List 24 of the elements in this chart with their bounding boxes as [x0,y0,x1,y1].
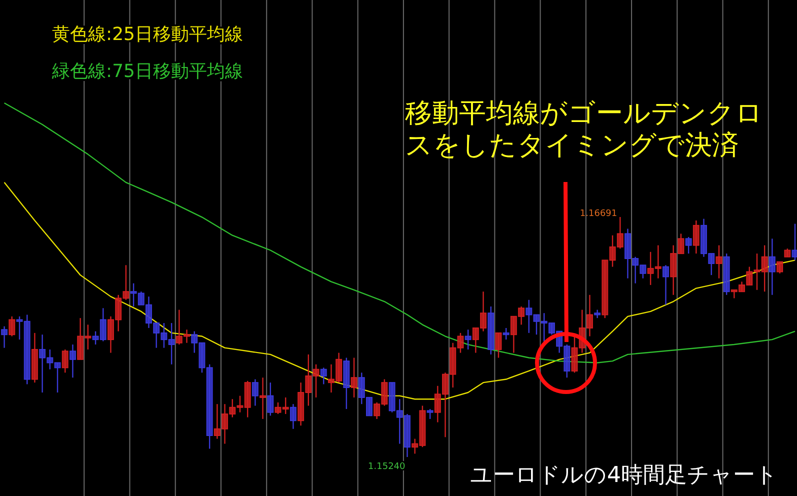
candlestick [290,403,296,430]
candlestick [69,344,76,378]
candlestick [716,244,722,279]
text: ユーロドルの4時間足チャート [470,463,778,488]
candlestick [692,220,700,254]
candlestick [495,332,502,358]
candlestick [62,348,68,374]
candlestick [267,382,274,416]
candlestick [252,378,258,406]
text: 移動平均線がゴールデンクロスをしたタイミングで決済 [405,98,763,161]
candlestick [1,326,8,348]
candlestick [464,329,472,350]
candlestick [776,261,784,274]
annotation: 1.16691 [580,209,618,219]
candlestick [502,327,510,340]
candlestick [8,316,16,337]
candlestick [426,408,434,420]
candlestick [320,367,327,385]
candlestick [792,223,797,261]
candlestick [662,264,669,306]
candlestick [260,377,266,420]
candlestick [768,238,776,296]
candlestick [350,357,358,398]
candlestick [685,236,692,254]
